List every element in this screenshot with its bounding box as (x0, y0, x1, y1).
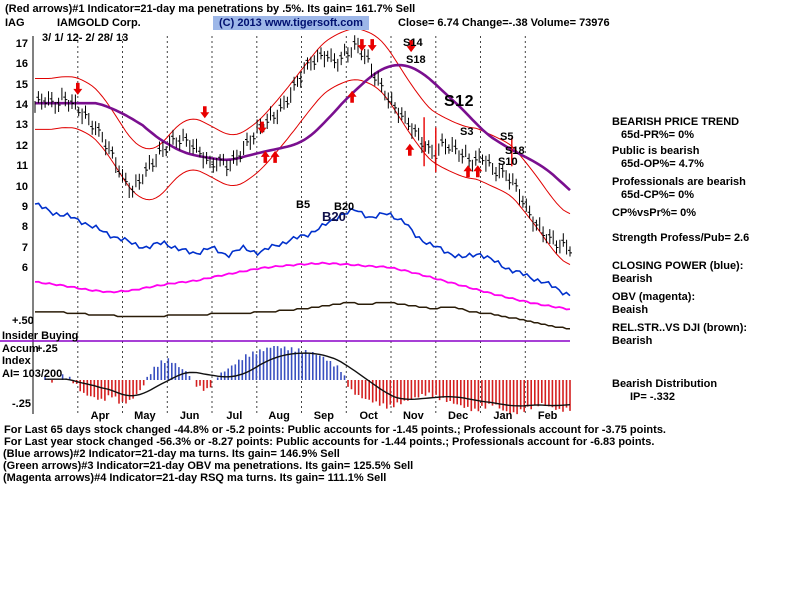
analysis-group: BEARISH PRICE TREND 65d-PR%= 0% (612, 116, 800, 142)
accum-scale-plus50: +.50 (12, 315, 34, 327)
upper-band-line (35, 28, 571, 215)
price-axis-label: 11 (16, 160, 28, 173)
month-label: Feb (537, 410, 558, 422)
price-axis-label: 10 (15, 180, 28, 193)
analysis-line: Professionals are bearish (612, 176, 746, 188)
analysis-line: IP= -.332 (630, 391, 675, 403)
price-axis-label: 9 (21, 200, 28, 213)
analysis-line: CLOSING POWER (blue): (612, 260, 744, 272)
analysis-group: CLOSING POWER (blue): Bearish (612, 260, 800, 286)
analysis-line: 65d-PR%= 0% (621, 129, 695, 141)
month-label: Sep (313, 410, 334, 422)
analysis-group: CP%vsPr%= 0% (612, 207, 800, 220)
quote-summary: Close= 6.74 Change=-.38 Volume= 73976 (398, 17, 610, 29)
insider-buying-label: Insider Buying (2, 330, 79, 342)
month-label: Dec (448, 410, 469, 422)
analysis-line: Bearish (612, 273, 653, 285)
date-range: 3/ 1/ 12- 2/ 28/ 13 (42, 32, 129, 44)
indicator1-header: (Red arrows)#1 Indicator=21-day ma penet… (5, 3, 416, 15)
buy-arrow-icon (270, 150, 280, 163)
accum-histogram-negative (51, 380, 571, 415)
buy-arrow-icon (260, 150, 270, 163)
sell-arrow-icon (406, 40, 416, 53)
sell-tick-marks (423, 117, 513, 173)
rel-strength-line (35, 301, 570, 330)
lower-band-line (35, 79, 571, 266)
analysis-line: OBV (magenta): (612, 291, 696, 303)
accum-ma-line (45, 352, 571, 407)
accum-scale-plus25: +.25 (36, 343, 58, 355)
analysis-line: Bearish (612, 335, 653, 347)
month-label: Jan (493, 410, 513, 422)
month-label: Apr (90, 410, 110, 422)
price-bar-ticks (36, 41, 572, 254)
month-label: Aug (268, 410, 290, 422)
analysis-line: REL.STR..VS DJI (brown): (612, 322, 748, 334)
month-label: Nov (402, 410, 424, 422)
stats-line: For Last 65 days stock changed -44.8% or… (4, 424, 666, 436)
month-label: Jun (179, 410, 200, 422)
month-label: May (134, 410, 156, 422)
sell-arrow-icon (257, 121, 267, 134)
sell-arrow-icon (357, 39, 367, 52)
analysis-line: Public is bearish (612, 145, 700, 157)
ma-line (35, 63, 571, 192)
copyright-notice: (C) 2013 www.tigersoft.com (213, 16, 369, 30)
buy-arrow-icon (463, 165, 473, 178)
sell-arrow-icon (367, 39, 377, 52)
price-axis: 17 16 15 14 13 12 11 10 9 8 7 6 (4, 0, 28, 300)
ai-value-label: AI= 103/200 (2, 368, 63, 380)
analysis-group: REL.STR..VS DJI (brown): Bearish (612, 322, 800, 348)
analysis-line: CP%vsPr%= 0% (612, 207, 697, 219)
index-label: Index (2, 355, 31, 367)
company-name: IAMGOLD Corp. (57, 17, 141, 29)
sell-arrow-icon (73, 82, 83, 95)
price-axis-label: 7 (21, 241, 28, 254)
closing-power-line (34, 202, 571, 297)
buy-arrow-icon (405, 143, 415, 156)
analysis-line: Beaish (612, 304, 649, 316)
indicator-gain-line: (Magenta arrows)#4 Indicator=21-day RSQ … (3, 472, 387, 484)
analysis-line: Bearish Distribution (612, 378, 718, 390)
price-axis-label: 13 (15, 119, 28, 132)
price-axis-label: 15 (15, 78, 28, 91)
analysis-panel: BEARISH PRICE TREND 65d-PR%= 0% Public is … (612, 116, 800, 409)
sell-arrow-icon (200, 106, 210, 119)
analysis-group: OBV (magenta): Beaish (612, 291, 800, 317)
stats-line: For Last year stock changed -56.3% or -8… (4, 436, 655, 448)
price-axis-label: 8 (21, 221, 28, 234)
footer-stats: For Last 65 days stock changed -44.8% or… (4, 424, 666, 448)
analysis-group: Professionals are bearish 65d-CP%= 0% (612, 176, 800, 202)
buy-arrow-icon (347, 90, 357, 103)
accum-scale-minus25: -.25 (12, 398, 31, 410)
month-label: Jul (226, 410, 243, 422)
buy-arrow-icon (473, 165, 483, 178)
analysis-group: Bearish Distribution IP= -.332 (612, 378, 800, 404)
price-axis-label: 12 (15, 139, 28, 152)
analysis-line: Strength Profess/Pub= 2.6 (612, 232, 750, 244)
price-axis-label: 16 (15, 58, 28, 71)
analysis-group: Public is bearish 65d-OP%= 4.7% (612, 145, 800, 171)
accum-label: Accum (2, 343, 39, 355)
indicator-gain-line: (Blue arrows)#2 Indicator=21-day ma turn… (3, 448, 340, 460)
month-label: Oct (359, 410, 378, 422)
price-axis-label: 17 (15, 38, 28, 50)
analysis-line: 65d-CP%= 0% (621, 189, 695, 201)
accum-histogram-positive (44, 346, 346, 380)
footer-indicator-lines: (Blue arrows)#2 Indicator=21-day ma turn… (3, 448, 413, 484)
indicator-gain-line: (Green arrows)#3 Indicator=21-day OBV ma… (3, 460, 414, 472)
analysis-line: BEARISH PRICE TREND (612, 116, 740, 128)
price-axis-label: 6 (21, 262, 28, 274)
ticker-symbol: IAG (5, 17, 25, 29)
analysis-group: Strength Profess/Pub= 2.6 (612, 232, 800, 245)
obv-line (34, 261, 571, 311)
month-axis: Apr May Jun Jul Aug Sep Oct Nov Dec Jan Feb (0, 410, 600, 424)
analysis-line: 65d-OP%= 4.7% (621, 158, 704, 170)
price-axis-label: 14 (15, 99, 28, 112)
